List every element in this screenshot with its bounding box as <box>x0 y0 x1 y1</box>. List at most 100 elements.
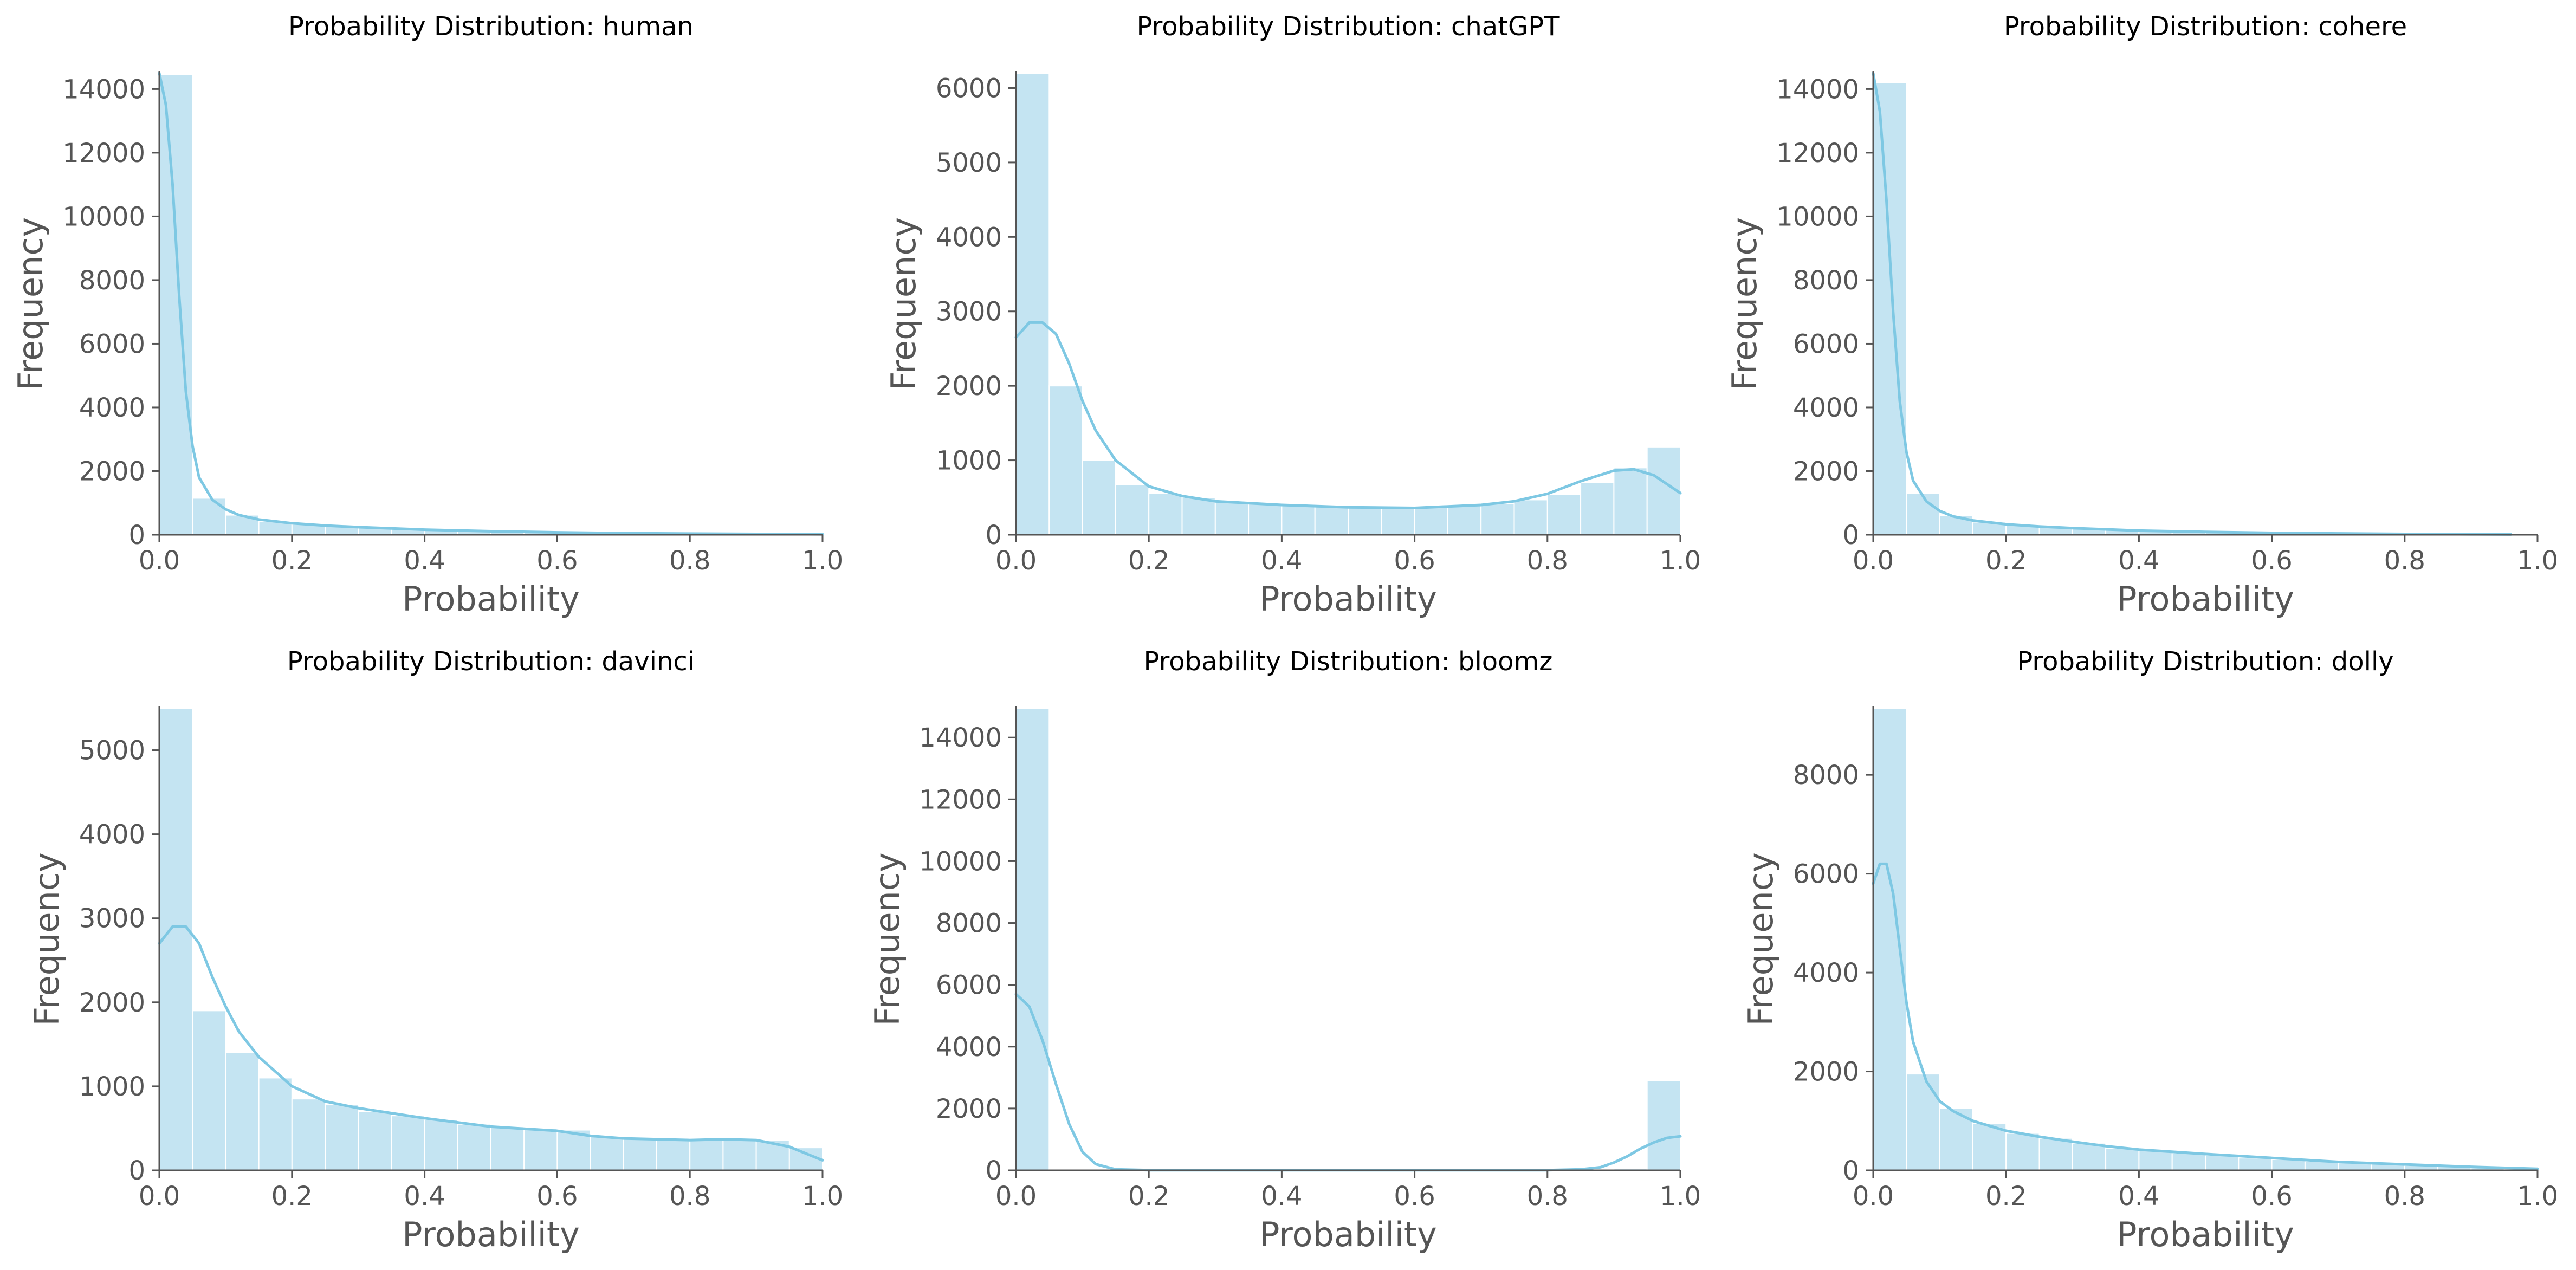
y-axis-label: Frequency <box>1741 852 1781 1026</box>
histogram-bar <box>258 1077 293 1171</box>
kde-line <box>1014 321 1682 509</box>
y-tick-label: 1000 <box>936 446 1002 476</box>
histogram-bar <box>325 1104 359 1171</box>
y-tick-label: 12000 <box>919 785 1002 815</box>
histogram-bar <box>192 1010 226 1171</box>
histogram-bar <box>1181 497 1216 536</box>
x-axis-label: Probability <box>2117 579 2294 619</box>
histogram-bar <box>1873 708 1907 1171</box>
chart-title: Probability Distribution: bloomz <box>1144 646 1553 677</box>
x-tick-label: 0.2 <box>1985 1181 2027 1211</box>
x-tick-label: 1.0 <box>1660 1181 1701 1211</box>
x-tick-label: 0.2 <box>1128 1181 1169 1211</box>
kde-line <box>158 72 824 536</box>
y-tick-label: 12000 <box>62 138 145 169</box>
y-tick-label: 4000 <box>1793 393 1859 423</box>
x-tick-label: 0.0 <box>139 546 180 576</box>
chart-panel-6: Probability Distribution: dolly 0.0 0.2 0.4… <box>1741 646 2558 1254</box>
histogram-bar <box>1613 467 1648 535</box>
x-tick-label: 0.6 <box>2251 1181 2292 1211</box>
x-tick-label: 0.0 <box>995 1181 1037 1211</box>
y-tick-label: 3000 <box>79 904 145 934</box>
y-tick-label: 6000 <box>79 329 145 359</box>
x-tick-label: 1.0 <box>802 546 843 576</box>
y-tick-label: 8000 <box>79 265 145 296</box>
histogram-bar <box>2038 1137 2073 1171</box>
chart-title: Probability Distribution: chatGPT <box>1137 11 1561 42</box>
y-tick-label: 14000 <box>1776 74 1859 105</box>
y-tick-label: 6000 <box>1793 859 1859 890</box>
kde-line <box>1014 993 1682 1172</box>
kde-line <box>158 925 824 1162</box>
x-tick-label: 1.0 <box>1660 546 1701 576</box>
y-tick-label: 2000 <box>79 456 145 487</box>
y-axis-label: Frequency <box>868 852 907 1026</box>
histogram-bar <box>391 1115 425 1171</box>
x-tick-label: 0.0 <box>139 1181 180 1211</box>
x-axis-label: Probability <box>402 1215 580 1254</box>
chart-panel-1: Probability Distribution: human 0.0 0.2 0.4… <box>11 11 843 619</box>
histogram-bar <box>1546 494 1582 535</box>
y-tick-label: 5000 <box>79 736 145 766</box>
y-tick-label: 6000 <box>1793 329 1859 359</box>
y-tick-label: 2000 <box>1793 1057 1859 1087</box>
histogram-bar <box>2105 1147 2140 1171</box>
x-tick-label: 0.4 <box>1261 546 1302 576</box>
kde-line <box>1872 72 2513 536</box>
y-tick-label: 8000 <box>1793 265 1859 296</box>
x-tick-label: 0.0 <box>1853 1181 1894 1211</box>
x-tick-label: 0.6 <box>536 1181 578 1211</box>
histogram-bar <box>2171 1152 2206 1171</box>
x-tick-label: 1.0 <box>2517 546 2558 576</box>
histogram-bar <box>1447 505 1482 535</box>
histogram-bar <box>1214 501 1250 536</box>
y-tick-label: 4000 <box>936 222 1002 252</box>
y-tick-label: 4000 <box>79 393 145 423</box>
histogram-bar <box>1048 385 1083 536</box>
histogram-bar <box>1015 73 1050 535</box>
x-tick-label: 0.4 <box>404 546 445 576</box>
histogram-bar <box>1906 493 1940 535</box>
y-tick-label: 0 <box>128 1156 145 1186</box>
histogram-bar <box>424 1119 458 1171</box>
histogram-bar <box>1906 1073 1940 1171</box>
x-tick-label: 0.8 <box>669 546 710 576</box>
chart-panel-2: Probability Distribution: chatGPT 0.0 0.2 0… <box>884 11 1701 619</box>
histogram-bar <box>722 1138 757 1171</box>
x-tick-label: 0.6 <box>1394 1181 1435 1211</box>
kde-line <box>1872 862 2539 1170</box>
x-tick-label: 0.8 <box>2384 1181 2425 1211</box>
histogram-bar <box>225 1052 260 1171</box>
x-tick-label: 0.4 <box>1261 1181 1302 1211</box>
histogram-bar <box>623 1137 658 1171</box>
y-tick-label: 0 <box>985 520 1002 550</box>
histogram-bar <box>490 1126 525 1171</box>
y-tick-label: 0 <box>985 1156 1002 1186</box>
x-axis-label: Probability <box>402 579 580 619</box>
y-axis-label: Frequency <box>11 217 50 391</box>
histogram-bar <box>1148 493 1183 536</box>
chart-title: Probability Distribution: dolly <box>2017 646 2393 677</box>
histogram-bar <box>1972 1123 2007 1171</box>
histogram-bar <box>1480 503 1515 536</box>
histogram-bar <box>1348 506 1382 535</box>
histogram-bar <box>1015 708 1050 1171</box>
x-tick-label: 0.4 <box>2118 1181 2159 1211</box>
histogram-bar <box>1281 504 1316 536</box>
y-axis-label: Frequency <box>1725 217 1764 391</box>
histogram-bar <box>358 1111 392 1171</box>
histogram-bar <box>2072 1142 2107 1171</box>
histogram-bar <box>1248 503 1283 536</box>
y-tick-label: 10000 <box>62 202 145 232</box>
chart-panel-5: Probability Distribution: bloomz 0.0 0.2 0.… <box>868 646 1701 1254</box>
histogram-bar <box>1646 1080 1681 1171</box>
x-axis-label: Probability <box>1259 579 1437 619</box>
histogram-bar <box>656 1138 691 1171</box>
histogram-bar <box>1873 82 1907 536</box>
chart-panel-4: Probability Distribution: davinci 0.0 0.2 0… <box>27 646 843 1254</box>
y-tick-label: 10000 <box>1776 202 1859 232</box>
y-tick-label: 1000 <box>79 1072 145 1102</box>
x-axis-label: Probability <box>2117 1215 2294 1254</box>
x-tick-label: 0.2 <box>1128 546 1169 576</box>
